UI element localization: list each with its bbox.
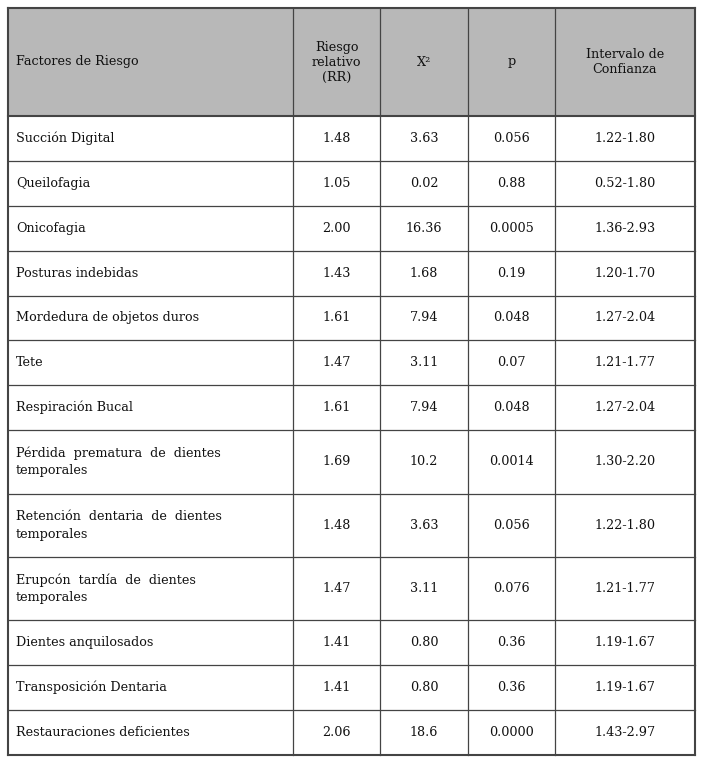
Text: 0.19: 0.19	[497, 266, 525, 279]
Text: 1.61: 1.61	[323, 311, 351, 324]
Text: temporales: temporales	[16, 464, 89, 477]
Bar	[8, 620, 695, 665]
Text: Succión Digital: Succión Digital	[16, 132, 115, 145]
Text: 1.48: 1.48	[323, 132, 351, 145]
Text: 1.68: 1.68	[410, 266, 438, 279]
Bar	[8, 385, 695, 430]
Text: 2.00: 2.00	[323, 222, 351, 235]
Text: 0.52-1.80: 0.52-1.80	[594, 177, 656, 190]
Text: 0.076: 0.076	[493, 582, 529, 595]
Text: Mordedura de objetos duros: Mordedura de objetos duros	[16, 311, 199, 324]
Text: 1.41: 1.41	[323, 636, 351, 649]
Text: X²: X²	[417, 56, 431, 69]
Text: temporales: temporales	[16, 591, 89, 604]
Text: Restauraciones deficientes: Restauraciones deficientes	[16, 726, 190, 739]
Bar	[8, 665, 695, 710]
Text: 1.27-2.04: 1.27-2.04	[594, 311, 655, 324]
Text: Dientes anquilosados: Dientes anquilosados	[16, 636, 153, 649]
Text: 1.30-2.20: 1.30-2.20	[594, 456, 655, 468]
Text: 0.88: 0.88	[497, 177, 525, 190]
Text: 1.21-1.77: 1.21-1.77	[595, 582, 655, 595]
Text: 1.41: 1.41	[323, 681, 351, 694]
Text: Tete: Tete	[16, 356, 44, 369]
Text: 10.2: 10.2	[410, 456, 438, 468]
Text: 0.07: 0.07	[497, 356, 525, 369]
Text: 1.36-2.93: 1.36-2.93	[594, 222, 655, 235]
Text: 0.056: 0.056	[493, 519, 529, 532]
Text: Intervalo de
Confianza: Intervalo de Confianza	[586, 48, 664, 76]
Text: 0.0014: 0.0014	[489, 456, 534, 468]
Text: 1.47: 1.47	[323, 356, 351, 369]
Bar	[8, 8, 695, 116]
Text: 0.80: 0.80	[410, 681, 438, 694]
Text: 1.19-1.67: 1.19-1.67	[595, 681, 655, 694]
Bar	[8, 557, 695, 620]
Text: 3.11: 3.11	[410, 582, 438, 595]
Bar	[8, 161, 695, 206]
Bar	[8, 494, 695, 557]
Text: 1.48: 1.48	[323, 519, 351, 532]
Text: Factores de Riesgo: Factores de Riesgo	[16, 56, 138, 69]
Text: Transposición Dentaria: Transposición Dentaria	[16, 681, 167, 694]
Text: 1.27-2.04: 1.27-2.04	[594, 401, 655, 414]
Text: 1.05: 1.05	[323, 177, 351, 190]
Bar	[8, 250, 695, 295]
Text: 0.048: 0.048	[493, 311, 529, 324]
Text: 0.0005: 0.0005	[489, 222, 534, 235]
Bar	[8, 206, 695, 250]
Text: 3.63: 3.63	[410, 519, 438, 532]
Text: 0.80: 0.80	[410, 636, 438, 649]
Text: 0.02: 0.02	[410, 177, 438, 190]
Bar	[8, 340, 695, 385]
Text: 7.94: 7.94	[410, 311, 438, 324]
Text: 1.22-1.80: 1.22-1.80	[595, 519, 655, 532]
Text: 2.06: 2.06	[323, 726, 351, 739]
Text: 1.43-2.97: 1.43-2.97	[594, 726, 655, 739]
Text: 16.36: 16.36	[406, 222, 442, 235]
Text: Erupcón  tardía  de  dientes: Erupcón tardía de dientes	[16, 573, 196, 587]
Text: 0.056: 0.056	[493, 132, 529, 145]
Text: 7.94: 7.94	[410, 401, 438, 414]
Text: 0.36: 0.36	[497, 636, 525, 649]
Text: 0.36: 0.36	[497, 681, 525, 694]
Bar	[8, 295, 695, 340]
Text: 1.43: 1.43	[323, 266, 351, 279]
Text: 1.20-1.70: 1.20-1.70	[595, 266, 655, 279]
Text: 3.11: 3.11	[410, 356, 438, 369]
Bar	[8, 710, 695, 755]
Text: 1.21-1.77: 1.21-1.77	[595, 356, 655, 369]
Bar	[8, 116, 695, 161]
Text: 3.63: 3.63	[410, 132, 438, 145]
Text: Posturas indebidas: Posturas indebidas	[16, 266, 138, 279]
Bar	[8, 430, 695, 494]
Text: Pérdida  prematura  de  dientes: Pérdida prematura de dientes	[16, 446, 221, 460]
Text: Riesgo
relativo
(RR): Riesgo relativo (RR)	[312, 40, 361, 83]
Text: 1.22-1.80: 1.22-1.80	[595, 132, 655, 145]
Text: Respiración Bucal: Respiración Bucal	[16, 401, 133, 414]
Text: 1.47: 1.47	[323, 582, 351, 595]
Text: Onicofagia: Onicofagia	[16, 222, 86, 235]
Text: temporales: temporales	[16, 528, 89, 541]
Text: p: p	[507, 56, 515, 69]
Text: 1.69: 1.69	[323, 456, 351, 468]
Text: Queilofagia: Queilofagia	[16, 177, 90, 190]
Text: 0.0000: 0.0000	[489, 726, 534, 739]
Text: 18.6: 18.6	[410, 726, 438, 739]
Text: 1.61: 1.61	[323, 401, 351, 414]
Text: Retención  dentaria  de  dientes: Retención dentaria de dientes	[16, 510, 222, 523]
Text: 1.19-1.67: 1.19-1.67	[595, 636, 655, 649]
Text: 0.048: 0.048	[493, 401, 529, 414]
